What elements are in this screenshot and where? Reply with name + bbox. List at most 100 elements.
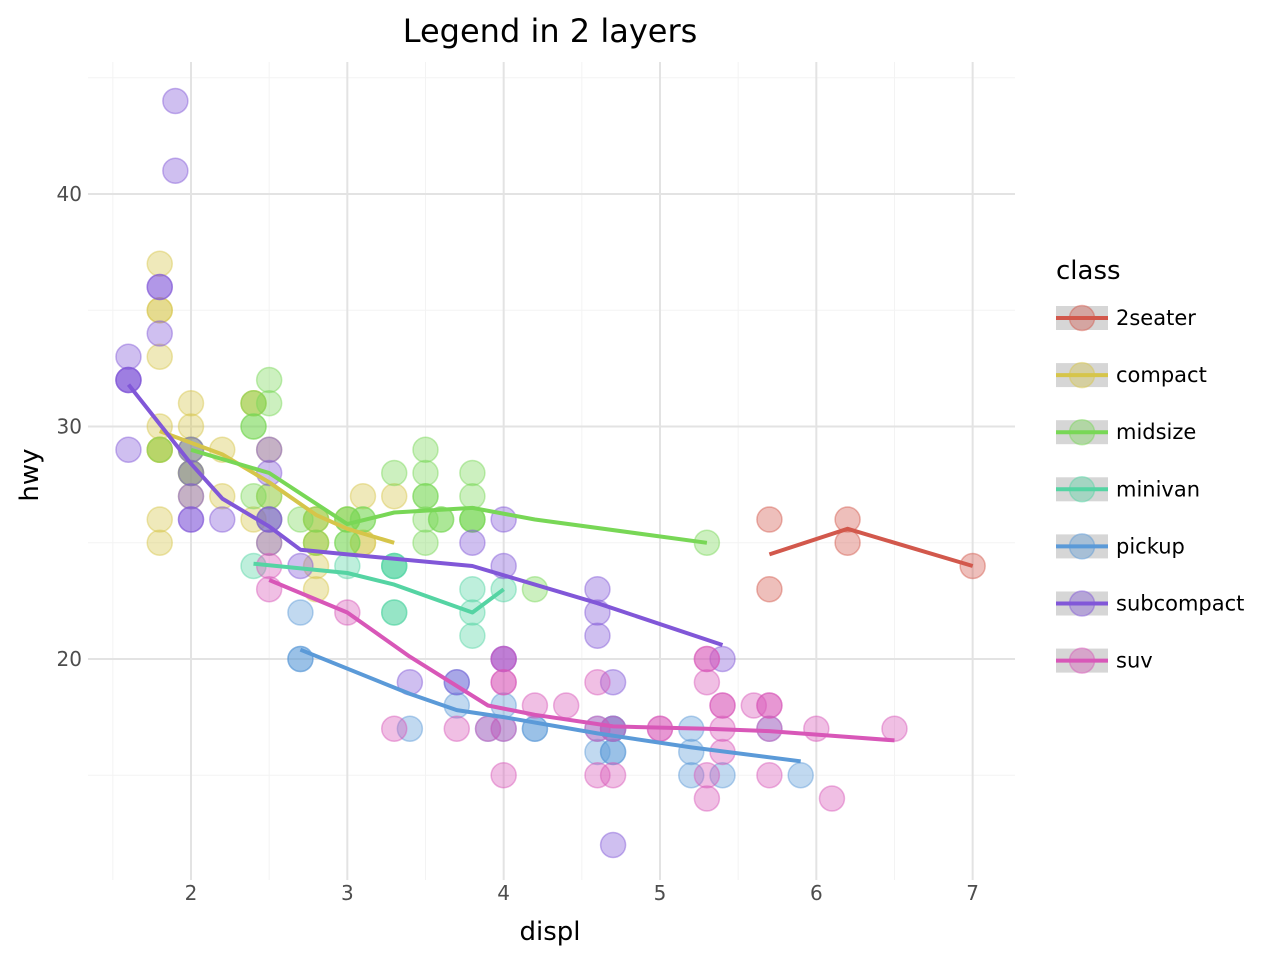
x-tick-label: 3 — [341, 881, 354, 905]
data-point-suv — [740, 692, 768, 719]
data-point-midsize — [412, 506, 439, 533]
data-point-compact — [177, 413, 205, 440]
data-point-subcompact — [599, 831, 627, 859]
data-point-pickup — [584, 738, 611, 766]
data-point-suv — [380, 715, 408, 742]
legend-key-suv — [1056, 647, 1108, 674]
data-point-subcompact — [255, 529, 283, 556]
data-point-midsize — [459, 483, 486, 510]
trend-line-minivan — [253, 561, 505, 615]
data-point-subcompact — [255, 436, 283, 463]
data-point-suv — [584, 669, 611, 696]
data-point-subcompact — [490, 645, 517, 673]
data-point-subcompact — [146, 273, 173, 301]
legend-label-compact: compact — [1116, 363, 1207, 387]
data-point-suv — [818, 785, 846, 812]
trend-line-compact — [159, 429, 395, 545]
data-point-midsize — [412, 459, 439, 487]
legend-label-subcompact: subcompact — [1116, 592, 1244, 616]
trend-line-midsize — [190, 447, 708, 545]
data-point-midsize — [334, 529, 361, 556]
data-point-pickup — [396, 715, 424, 742]
data-point-pickup — [599, 738, 627, 766]
data-point-suv — [709, 692, 736, 719]
data-point-suv — [709, 692, 736, 719]
data-point-subcompact — [115, 343, 142, 370]
data-point-subcompact — [115, 366, 142, 394]
data-point-suv — [490, 669, 517, 696]
data-point-subcompact — [177, 506, 205, 533]
data-point-pickup — [787, 762, 814, 789]
data-point-midsize — [255, 366, 283, 394]
data-point-pickup — [599, 738, 627, 766]
data-point-suv — [693, 762, 721, 789]
data-point-suv — [756, 715, 783, 742]
legend-label-2seater: 2seater — [1116, 306, 1196, 330]
data-point-2seater — [756, 576, 783, 603]
data-point-midsize — [240, 413, 267, 440]
data-point-subcompact — [490, 645, 517, 673]
data-point-minivan — [459, 622, 486, 649]
data-point-subcompact — [162, 87, 189, 115]
data-point-subcompact — [209, 506, 236, 533]
data-point-midsize — [427, 506, 455, 533]
data-point-suv — [881, 715, 908, 742]
data-point-compact — [146, 436, 173, 463]
legend-label-minivan: minivan — [1116, 477, 1200, 501]
legend-key-pickup — [1056, 533, 1108, 560]
data-point-subcompact — [115, 436, 142, 463]
trend-line-pickup — [299, 647, 801, 764]
y-tick-label: 40 — [57, 182, 82, 206]
data-point-suv — [490, 669, 517, 696]
x-tick-label: 5 — [654, 881, 667, 905]
minor-gridlines — [88, 62, 1015, 880]
data-point-midsize — [240, 483, 267, 510]
data-point-suv — [490, 762, 517, 789]
y-tick-labels: 20 30 40 — [57, 182, 82, 671]
legend-key-midsize — [1056, 418, 1108, 446]
data-point-suv — [756, 692, 783, 719]
trend-line-suv — [268, 578, 895, 743]
data-point-subcompact — [177, 506, 205, 533]
x-tick-labels: 2 3 4 5 6 7 — [185, 881, 979, 905]
legend-key-2seater — [1056, 304, 1108, 332]
x-tick-label: 4 — [497, 881, 510, 905]
trend-line-subcompact — [126, 383, 724, 647]
data-point-suv — [756, 692, 783, 719]
y-tick-label: 30 — [57, 415, 82, 439]
data-point-suv — [599, 762, 627, 789]
x-tick-label: 7 — [966, 881, 979, 905]
data-point-subcompact — [146, 273, 173, 301]
data-point-midsize — [459, 459, 486, 487]
data-point-pickup — [678, 738, 705, 766]
legend-key-minivan — [1056, 476, 1108, 503]
major-gridlines — [88, 62, 1015, 880]
data-point-suv — [693, 645, 721, 673]
data-point-compact — [146, 250, 173, 277]
data-point-midsize — [412, 436, 439, 463]
legend-key-subcompact — [1056, 590, 1108, 617]
data-point-compact — [146, 529, 173, 556]
legend-label-pickup: pickup — [1116, 534, 1185, 558]
y-tick-label: 20 — [57, 647, 82, 671]
data-point-subcompact — [459, 529, 486, 556]
x-tick-label: 6 — [810, 881, 823, 905]
data-point-minivan — [380, 599, 408, 626]
data-point-suv — [552, 692, 580, 719]
data-point-midsize — [380, 459, 408, 487]
data-point-compact — [380, 483, 408, 510]
data-point-compact — [146, 297, 173, 324]
data-point-midsize — [412, 529, 439, 556]
data-point-compact — [177, 483, 205, 510]
data-point-suv — [756, 762, 783, 789]
data-point-midsize — [427, 506, 455, 533]
data-point-pickup — [709, 762, 736, 789]
data-point-compact — [349, 483, 377, 510]
data-point-suv — [490, 645, 517, 673]
data-point-compact — [146, 436, 173, 463]
data-point-compact — [177, 390, 205, 417]
data-point-suv — [803, 715, 830, 742]
data-point-subcompact — [584, 576, 611, 603]
legend: class 2seater compact midsize minivan pickup… — [1056, 256, 1244, 674]
